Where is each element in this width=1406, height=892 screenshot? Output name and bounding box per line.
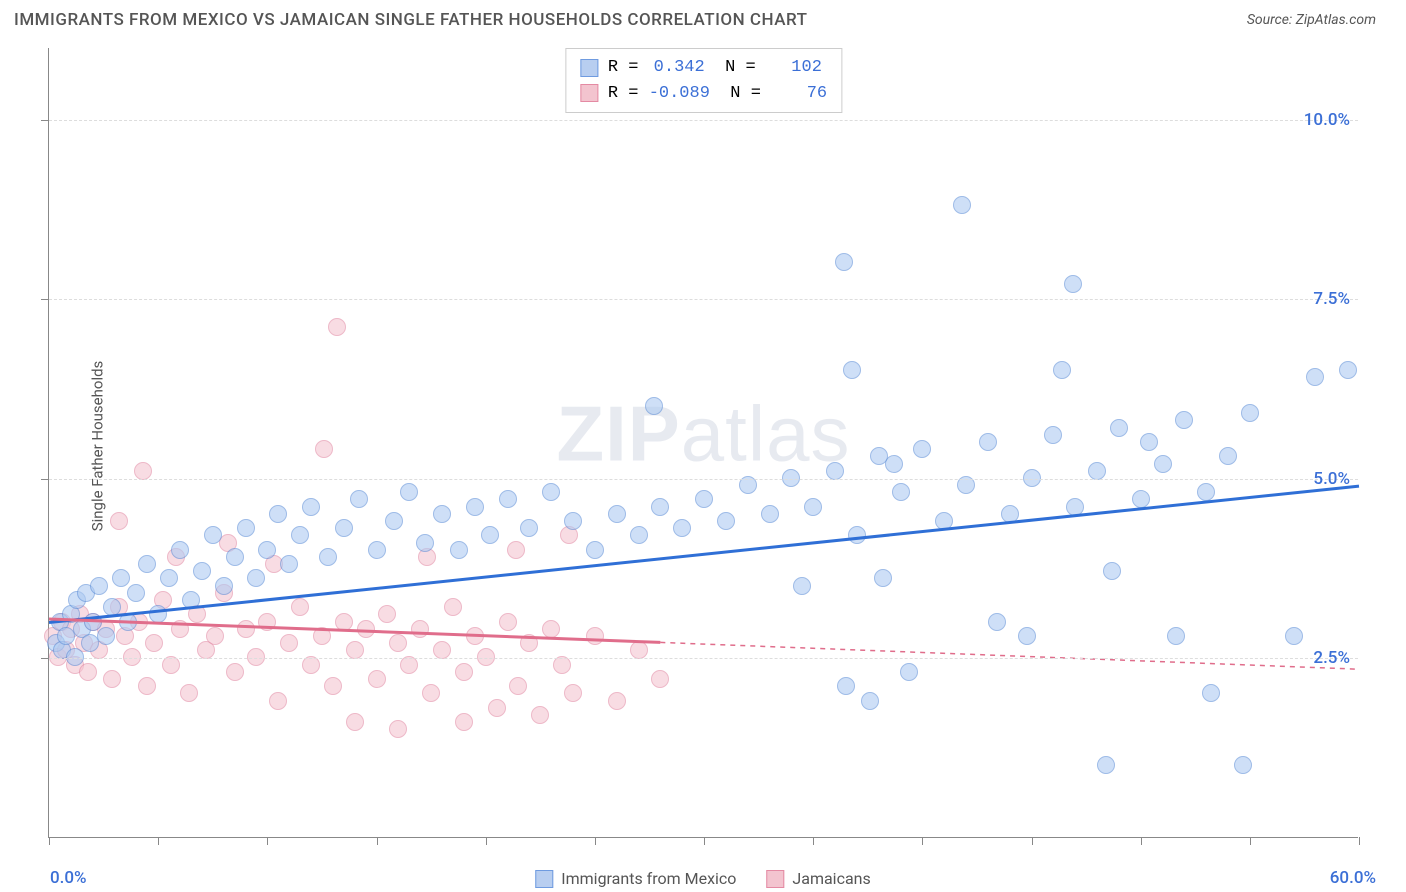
gridline [49, 658, 1358, 659]
stats-legend-box: R = 0.342 N = 102 R = -0.089 N = 76 [565, 48, 842, 113]
x-tick [704, 837, 705, 845]
source-label: Source: ZipAtlas.com [1247, 12, 1376, 28]
y-tick-label: 2.5% [1313, 648, 1350, 668]
x-max-label: 60.0% [1330, 868, 1376, 888]
swatch-series1 [580, 59, 598, 77]
legend-label-series1: Immigrants from Mexico [561, 869, 736, 888]
swatch-series2 [580, 84, 598, 102]
x-tick [1250, 837, 1251, 845]
chart-title: IMMIGRANTS FROM MEXICO VS JAMAICAN SINGL… [14, 10, 808, 30]
x-tick [158, 837, 159, 845]
chart-plot-area: ZIPatlas R = 0.342 N = 102 R = -0.089 N … [48, 48, 1358, 838]
x-tick [486, 837, 487, 845]
legend-item-series2: Jamaicans [766, 869, 870, 888]
x-tick [1032, 837, 1033, 845]
y-tick-label: 5.0% [1313, 469, 1350, 489]
x-tick [49, 837, 50, 845]
stats-row-series1: R = 0.342 N = 102 [580, 55, 827, 81]
legend-label-series2: Jamaicans [792, 869, 870, 888]
trendline [49, 619, 660, 642]
x-tick [1141, 837, 1142, 845]
trendline [660, 642, 1359, 669]
x-tick [267, 837, 268, 845]
x-tick [813, 837, 814, 845]
x-tick [922, 837, 923, 845]
legend-item-series1: Immigrants from Mexico [535, 869, 736, 888]
y-tick-label: 10.0% [1304, 110, 1350, 130]
trendline [49, 486, 1359, 622]
gridline [49, 299, 1358, 300]
stats-row-series2: R = -0.089 N = 76 [580, 81, 827, 107]
gridline [49, 479, 1358, 480]
bottom-legend: Immigrants from Mexico Jamaicans [535, 869, 870, 888]
legend-swatch-series1 [535, 870, 553, 888]
x-tick [377, 837, 378, 845]
y-tick-label: 7.5% [1313, 289, 1350, 309]
legend-swatch-series2 [766, 870, 784, 888]
x-tick [1359, 837, 1360, 845]
x-tick [595, 837, 596, 845]
x-min-label: 0.0% [50, 868, 87, 888]
gridline [49, 120, 1358, 121]
